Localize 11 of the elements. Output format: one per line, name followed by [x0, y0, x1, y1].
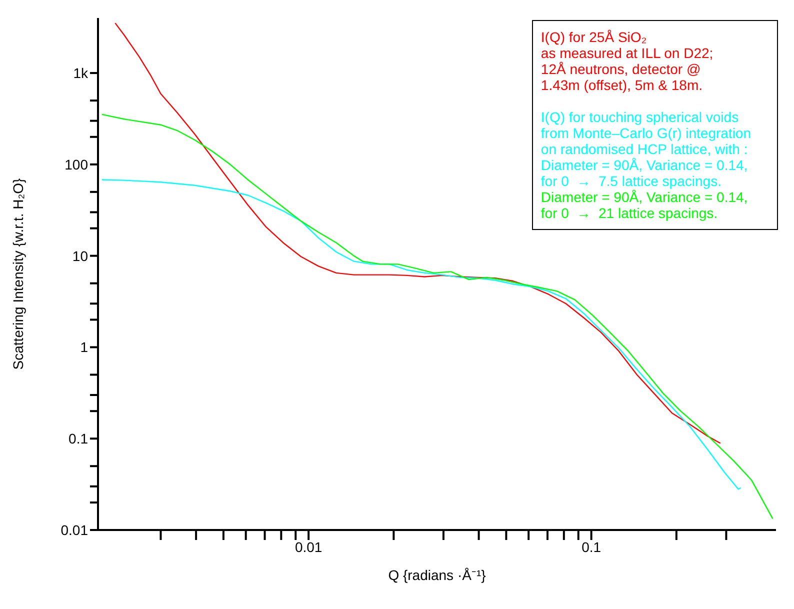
y-tick-label: 0.01 — [60, 522, 88, 538]
y-tick-label: 0.1 — [68, 430, 88, 447]
y-tick-label: 1 — [80, 339, 88, 356]
y-tick-label: 100 — [64, 156, 88, 172]
text: I(Q) for 25Å SiO₂ as measured at ILL on D22; 12Å neutrons, detector @ 1.43m (offset), 5m & 18m. — [540, 29, 714, 93]
text: Diameter = 90Å, Variance = 0.14, for 0 → 21 lattice spacings. — [540, 189, 749, 221]
y-axis-title: Scattering Intensity {w.r.t. H₂O} — [10, 178, 26, 370]
y-tick-label: 1k — [73, 64, 89, 81]
x-axis-title: Q {radians ·Å⁻¹} — [388, 567, 486, 583]
text: I(Q) for touching spherical voids from Monte–Carlo G(r) integration on randomised HCP lattice, with : Diameter = 90Å, Variance = 0.14, for 0 → 7.5 lattice spacings. — [540, 109, 751, 189]
y-tick-label: 10 — [72, 248, 88, 264]
